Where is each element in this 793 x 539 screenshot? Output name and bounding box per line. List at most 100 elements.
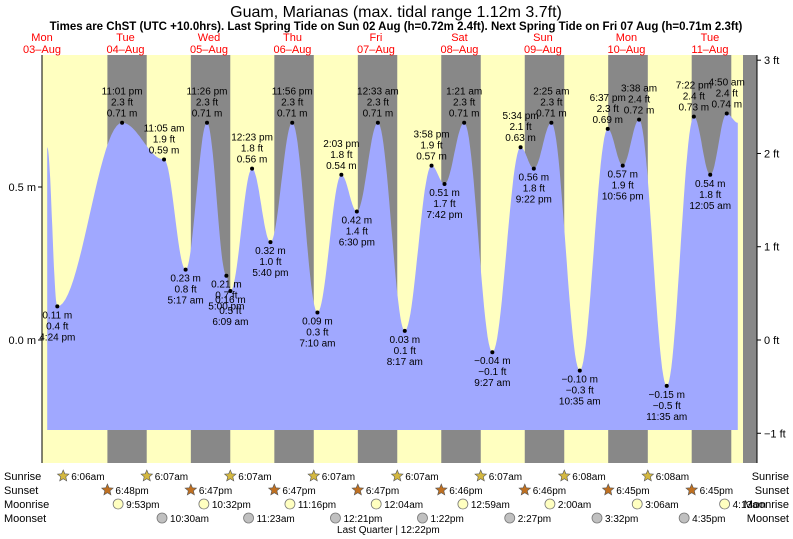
tide-point <box>354 209 359 214</box>
tide-label-line: 1.8 ft <box>241 144 263 155</box>
y-tick-label-ft: 3 ft <box>764 55 779 67</box>
sunset-time: 6:46pm <box>449 486 482 497</box>
sunrise-icon <box>56 469 70 482</box>
tide-label-line: 2.4 ft <box>628 95 650 106</box>
tide-label-line: 5:40 pm <box>252 268 288 279</box>
sunrise-time: 6:07am <box>238 472 271 483</box>
tide-label-line: 1.9 ft <box>612 181 634 192</box>
tide-point <box>250 166 255 171</box>
tide-label-line: −0.15 m <box>649 390 685 401</box>
tide-label: 3:38 am2.4 ft0.72 m <box>621 84 657 117</box>
tide-label: 1:21 am2.3 ft0.71 m <box>446 87 482 120</box>
tide-label-line: 1.9 ft <box>153 134 175 145</box>
moonset-icon <box>243 512 254 524</box>
tide-point <box>228 289 233 294</box>
tide-label-line: 2.3 ft <box>111 98 133 109</box>
tide-label: 0.16 m0.5 ft6:09 am <box>212 295 248 328</box>
tide-label-line: 0.11 m <box>42 310 72 321</box>
day-date: 08–Aug <box>441 44 479 56</box>
y-tick-label-m: 0.5 m <box>8 182 36 194</box>
tide-label-line: −0.04 m <box>474 356 510 367</box>
tide-label: 11:26 pm2.3 ft0.71 m <box>187 87 228 120</box>
tide-point <box>664 383 669 388</box>
tide-point <box>315 310 320 315</box>
tide-point <box>724 111 729 116</box>
tide-label-line: 7:22 pm <box>676 81 712 92</box>
tide-point <box>531 166 536 171</box>
tide-label-line: 0.1 ft <box>394 346 416 357</box>
tide-label-line: −0.5 ft <box>653 401 681 412</box>
sunrise-time: 6:08am <box>656 472 689 483</box>
tide-point <box>442 181 447 186</box>
sunset-time: 6:47pm <box>282 486 315 497</box>
tide-label-line: 2.3 ft <box>196 98 218 109</box>
tide-label-line: 0.59 m <box>149 145 180 156</box>
tide-label-line: −0.1 ft <box>478 367 506 378</box>
sunrise-icon <box>223 469 237 482</box>
tide-label-line: −0.10 m <box>562 375 598 386</box>
tide-point <box>375 120 380 125</box>
tide-label-line: 12:33 am <box>357 87 399 98</box>
tide-label-line: 0.7 ft <box>215 291 237 302</box>
tide-point <box>120 120 125 125</box>
tide-point <box>691 114 696 119</box>
day-name: Mon <box>31 32 52 44</box>
tide-point <box>577 368 582 373</box>
tide-label-line: 0.63 m <box>505 133 536 144</box>
tide-label-line: 0.54 m <box>695 179 726 190</box>
tide-label-line: 0.4 ft <box>46 321 68 332</box>
moonrise-icon <box>631 498 643 510</box>
tide-label-line: 0.57 m <box>416 152 447 163</box>
sunset-icon <box>518 483 532 496</box>
tide-label-line: 0.71 m <box>536 109 567 120</box>
astro-rows: Sunrise Sunrise 6:06am 6:07am 6:07am 6:07am 6:… <box>4 469 789 536</box>
y-tick-label-ft: −1 ft <box>764 428 786 440</box>
tide-label-line: 12:23 pm <box>231 133 273 144</box>
right-margin <box>743 55 757 463</box>
y-tick-label-ft: 2 ft <box>764 148 779 160</box>
tide-label-line: 11:26 pm <box>187 87 228 98</box>
moonset-time: 1:22pm <box>430 514 463 525</box>
tide-label: 0.23 m0.8 ft5:17 am <box>168 274 204 307</box>
day-name: Fri <box>370 32 383 44</box>
tide-label-line: 7:42 pm <box>426 210 462 221</box>
tide-point <box>605 126 610 131</box>
day-name: Tue <box>701 32 720 44</box>
moonset-time: 4:35pm <box>692 514 725 525</box>
sunrise-icon <box>557 469 571 482</box>
sunrise-icon <box>474 469 488 482</box>
axes: 0.5 m 0.0 m 3 ft 2 ft 1 ft 0 ft −1 ft <box>8 55 786 463</box>
moonset-time: 3:32pm <box>605 514 638 525</box>
tide-point <box>549 120 554 125</box>
tide-label-line: 8:17 am <box>387 357 423 368</box>
tide-area <box>47 113 738 430</box>
tide-label: 0.21 m0.7 ft5:00 pm <box>208 280 244 313</box>
sunset-icon <box>100 483 114 496</box>
y-tick-label-ft: 0 ft <box>764 335 779 347</box>
moonset-icon <box>417 512 428 524</box>
sunset-time: 6:46pm <box>533 486 566 497</box>
moonset-icon <box>330 512 341 524</box>
tide-label: 0.11 m0.4 ft4:24 pm <box>39 310 75 343</box>
tide-point <box>518 145 523 150</box>
sunrise-time: 6:08am <box>572 472 605 483</box>
tide-label: 7:22 pm2.4 ft0.73 m <box>676 81 712 114</box>
tide-point <box>708 172 713 177</box>
tide-label-line: 1.4 ft <box>346 226 368 237</box>
tide-label-line: 2.4 ft <box>716 89 738 100</box>
tide-label-line: 6:30 pm <box>339 237 375 248</box>
tide-label: −0.04 m−0.1 ft9:27 am <box>474 356 510 389</box>
moonrise-icon <box>719 498 731 510</box>
tide-point <box>162 157 167 162</box>
sunset-time: 6:47pm <box>199 486 232 497</box>
day-name: Sat <box>451 32 468 44</box>
tide-label-line: 0.16 m <box>215 295 246 306</box>
moonset-time: 10:30am <box>170 514 209 525</box>
moonrise-row-label-right: Moonrise <box>744 499 789 511</box>
tide-label-line: 2.1 ft <box>509 122 531 133</box>
tide-label-line: 6:09 am <box>212 317 248 328</box>
y-tick-label-ft: 1 ft <box>764 242 779 254</box>
